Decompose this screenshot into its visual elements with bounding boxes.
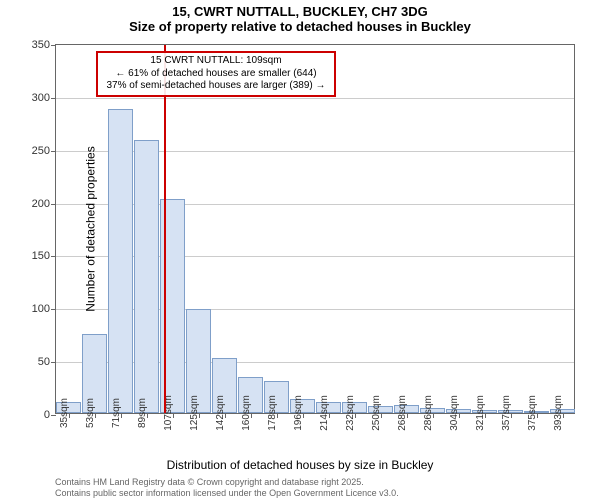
x-tick-label: 71sqm bbox=[107, 398, 122, 428]
y-tick-mark bbox=[51, 151, 56, 152]
plot-area: 05010015020025030035035sqm53sqm71sqm89sq… bbox=[55, 44, 575, 414]
x-tick-label: 214sqm bbox=[315, 395, 330, 431]
attribution-footer: Contains HM Land Registry data © Crown c… bbox=[55, 477, 399, 498]
x-tick-label: 375sqm bbox=[523, 395, 538, 431]
y-tick-mark bbox=[51, 309, 56, 310]
x-tick-label: 232sqm bbox=[341, 395, 356, 431]
gridline bbox=[56, 98, 574, 99]
x-tick-label: 142sqm bbox=[211, 395, 226, 431]
annotation-line: 37% of semi-detached houses are larger (… bbox=[102, 80, 330, 93]
annotation-line: 15 CWRT NUTTALL: 109sqm bbox=[102, 55, 330, 68]
x-tick-label: 35sqm bbox=[55, 398, 70, 428]
footer-line1: Contains HM Land Registry data © Crown c… bbox=[55, 477, 399, 487]
x-tick-label: 286sqm bbox=[419, 395, 434, 431]
x-tick-label: 357sqm bbox=[497, 395, 512, 431]
y-axis-label: Number of detached properties bbox=[84, 146, 98, 311]
y-tick-mark bbox=[51, 98, 56, 99]
x-tick-label: 196sqm bbox=[289, 395, 304, 431]
property-marker-line bbox=[164, 45, 166, 413]
y-tick-mark bbox=[51, 45, 56, 46]
histogram-bar bbox=[108, 109, 133, 413]
annotation-line: ← 61% of detached houses are smaller (64… bbox=[102, 68, 330, 81]
x-tick-label: 89sqm bbox=[133, 398, 148, 428]
histogram-bar bbox=[134, 140, 159, 413]
x-tick-label: 304sqm bbox=[445, 395, 460, 431]
y-tick-mark bbox=[51, 362, 56, 363]
x-tick-label: 250sqm bbox=[367, 395, 382, 431]
x-tick-label: 393sqm bbox=[549, 395, 564, 431]
x-tick-label: 268sqm bbox=[393, 395, 408, 431]
chart-title-line1: 15, CWRT NUTTALL, BUCKLEY, CH7 3DG bbox=[0, 4, 600, 19]
y-tick-mark bbox=[51, 204, 56, 205]
x-tick-label: 321sqm bbox=[471, 395, 486, 431]
x-tick-label: 160sqm bbox=[237, 395, 252, 431]
x-tick-label: 53sqm bbox=[81, 398, 96, 428]
x-tick-label: 125sqm bbox=[185, 395, 200, 431]
x-tick-label: 107sqm bbox=[159, 395, 174, 431]
y-tick-mark bbox=[51, 256, 56, 257]
chart-title-line2: Size of property relative to detached ho… bbox=[0, 19, 600, 34]
x-axis-label: Distribution of detached houses by size … bbox=[0, 458, 600, 472]
x-tick-label: 178sqm bbox=[263, 395, 278, 431]
annotation-box: 15 CWRT NUTTALL: 109sqm← 61% of detached… bbox=[96, 51, 336, 97]
footer-line2: Contains public sector information licen… bbox=[55, 488, 399, 498]
